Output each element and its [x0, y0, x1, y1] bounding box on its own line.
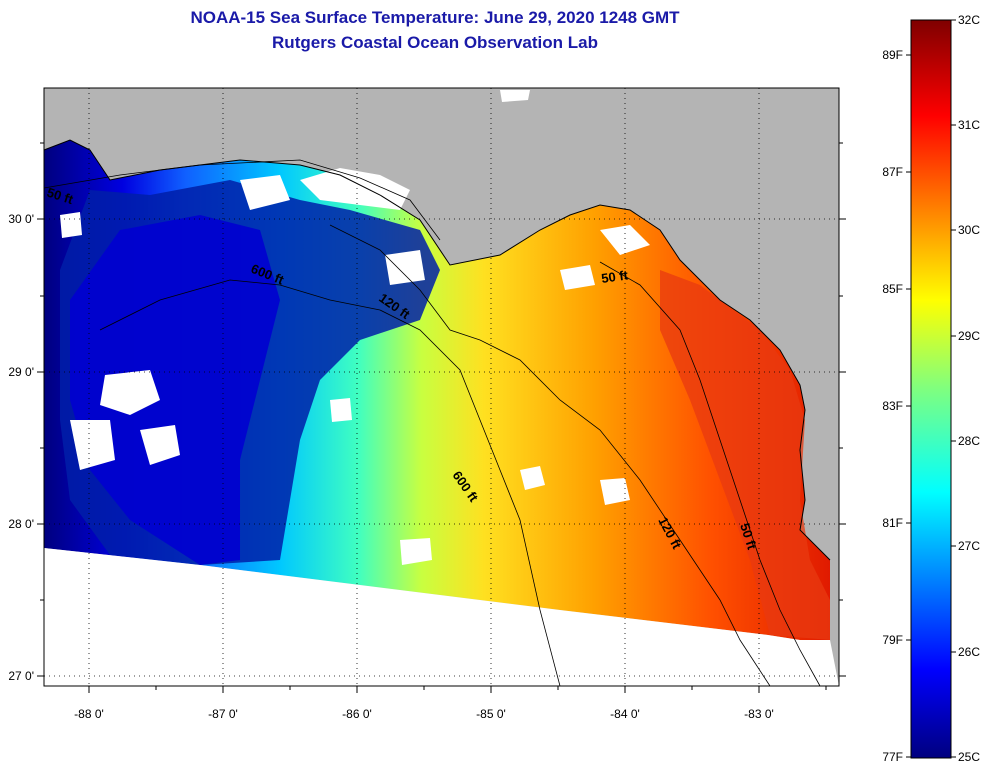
axis-ticks [37, 142, 846, 693]
celsius-label: 32C [958, 13, 980, 27]
warm-coastal-band [660, 270, 830, 640]
lon-label: -84 0' [610, 707, 640, 721]
celsius-label: 29C [958, 329, 980, 343]
no-data-swath [44, 548, 839, 686]
lon-label: -85 0' [476, 707, 506, 721]
lon-label: -88 0' [74, 707, 104, 721]
lon-label: -83 0' [744, 707, 774, 721]
lat-label: 29 0' [8, 365, 34, 379]
cloud-cover [60, 90, 650, 565]
lat-label: 30 0' [8, 212, 34, 226]
contour-label: 50 ft [600, 267, 629, 286]
lon-label: -87 0' [208, 707, 238, 721]
celsius-label: 26C [958, 645, 980, 659]
fahrenheit-label: 87F [882, 165, 903, 179]
depth-contours [43, 159, 821, 687]
lat-label: 28 0' [8, 517, 34, 531]
map-title: NOAA-15 Sea Surface Temperature: June 29… [190, 8, 680, 27]
celsius-label: 31C [958, 118, 980, 132]
plot-frame [43, 87, 840, 687]
fahrenheit-label: 83F [882, 399, 903, 413]
celsius-label: 28C [958, 434, 980, 448]
lat-label: 27 0' [8, 669, 34, 683]
celsius-label: 25C [958, 750, 980, 764]
fahrenheit-label: 79F [882, 633, 903, 647]
colorbar-ticks [906, 19, 956, 758]
lon-label: -86 0' [342, 707, 372, 721]
colorbar [910, 19, 952, 759]
map-subtitle: Rutgers Coastal Ocean Observation Lab [272, 33, 598, 52]
fahrenheit-label: 81F [882, 516, 903, 530]
fahrenheit-label: 89F [882, 48, 903, 62]
celsius-label: 27C [958, 539, 980, 553]
celsius-label: 30C [958, 223, 980, 237]
fahrenheit-label: 77F [882, 750, 903, 764]
fahrenheit-label: 85F [882, 282, 903, 296]
